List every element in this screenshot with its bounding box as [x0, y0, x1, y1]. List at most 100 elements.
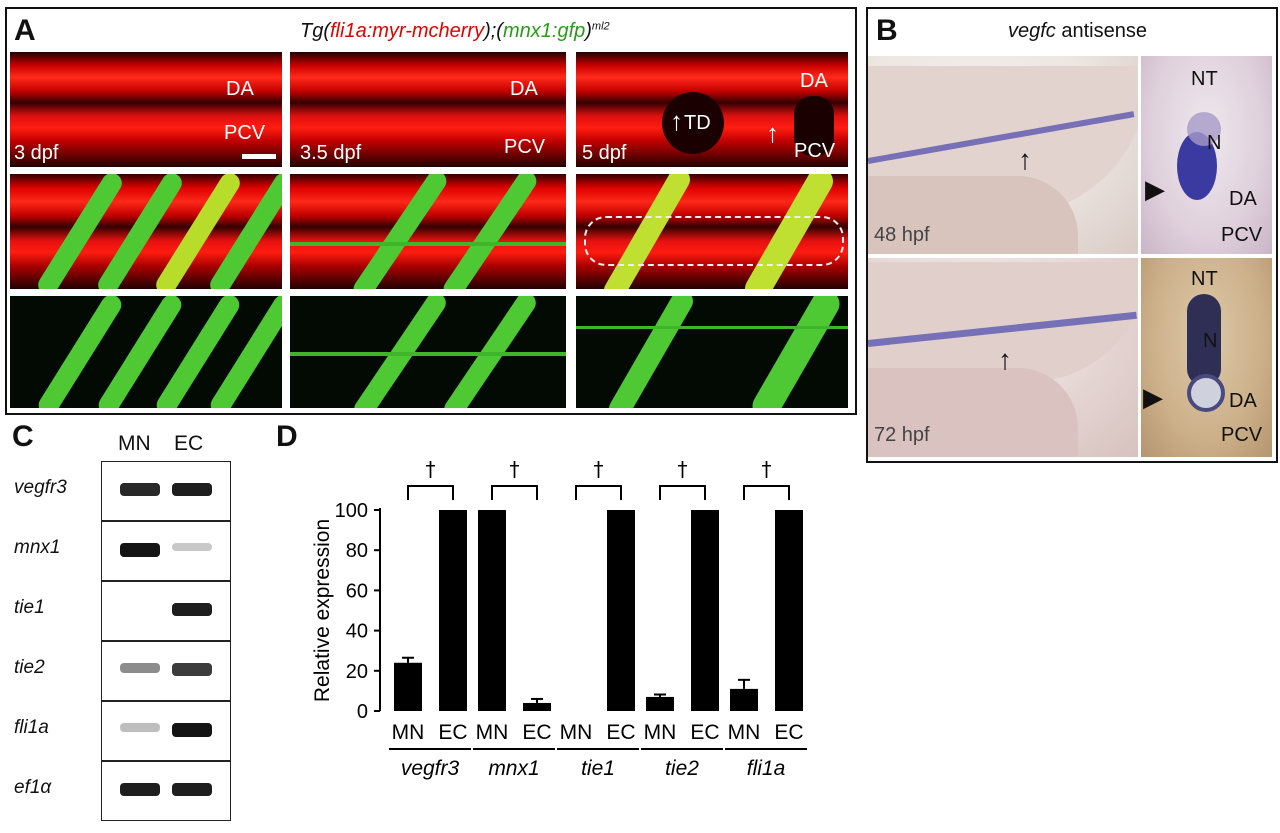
up-arrow-icon: ↑ [766, 118, 779, 148]
label-stage: 3 dpf [14, 142, 59, 164]
lane-label: MN [560, 721, 593, 744]
panel-a-label: A [14, 14, 36, 47]
td-lumen [662, 92, 724, 154]
yolk-extension [868, 368, 1078, 457]
ish-lateral-72hpf: ↑ 72 hpf [868, 258, 1138, 457]
gel-band [172, 663, 212, 676]
gene-label: tie1 [581, 757, 615, 780]
down-arrow-icon: ↑ [1018, 144, 1032, 175]
label-pcv: PCV [1221, 424, 1263, 446]
micrograph-red-3-5dpf: DA PCV 3.5 dpf [290, 52, 566, 167]
gel-gene-label: tie1 [14, 597, 45, 618]
significance-symbol: † [594, 457, 604, 481]
panel-a-title: Tg(fli1a:myr-mcherry);(mnx1:gfp)ml2 [300, 20, 610, 42]
gel-band [172, 483, 212, 497]
lane-label: EC [774, 721, 803, 744]
gel-band [172, 543, 212, 552]
title-green-part: mnx1:gfp [502, 20, 586, 42]
gel-band [120, 723, 160, 732]
y-tick-label: 40 [346, 621, 368, 643]
lane-label: MN [728, 721, 761, 744]
ish-lateral-48hpf: ↑ 48 hpf [868, 56, 1138, 254]
bar-mn-tie2 [646, 696, 674, 711]
bar-ec-tie1 [607, 510, 635, 711]
gel-band [120, 543, 160, 557]
bar-mn-vegfr3 [394, 662, 422, 711]
gene-label: fli1a [747, 757, 786, 780]
gel-band [120, 483, 160, 497]
notochord [1187, 294, 1221, 386]
motor-neuron-axon [439, 174, 541, 289]
label-pcv: PCV [224, 122, 266, 144]
label-nt: NT [1191, 268, 1218, 290]
gene-label: vegfr3 [401, 757, 460, 780]
micrograph-red-5dpf: DA TD ↑ ↑ PCV 5 dpf [576, 52, 848, 167]
gene-label: tie2 [665, 757, 699, 780]
panel-b-title: vegfc antisense [1008, 20, 1147, 42]
label-da: DA [1229, 390, 1257, 412]
significance-bracket [575, 485, 622, 500]
scale-bar [242, 154, 276, 159]
micrograph-green-3dpf [10, 296, 282, 408]
gel-image [101, 581, 231, 641]
lane-label: MN [476, 721, 509, 744]
panel-d-label: D [276, 420, 298, 453]
panel-c-label: C [12, 420, 34, 453]
motor-neuron-axon [747, 296, 845, 408]
label-n: N [1203, 330, 1218, 352]
significance-symbol: † [678, 457, 688, 481]
down-arrow-icon: ↑ [998, 344, 1012, 375]
notochord [1187, 112, 1221, 146]
vessel-outline [584, 216, 844, 266]
significance-symbol: † [426, 457, 436, 481]
motor-neuron-axon [604, 296, 698, 408]
significance-bracket [743, 485, 790, 500]
gel-band [120, 783, 160, 797]
y-tick-label: 60 [346, 580, 368, 602]
micrograph-merge-3-5dpf [290, 174, 566, 289]
y-tick-label: 20 [346, 661, 368, 683]
micrograph-green-3-5dpf [290, 296, 566, 408]
up-arrow-icon: ↑ [670, 106, 683, 136]
lane-label: EC [690, 721, 719, 744]
arrowhead-icon: ▶ [1145, 174, 1165, 204]
lane-label: EC [438, 721, 467, 744]
label-da: DA [226, 78, 254, 100]
gel-gene-label: vegfr3 [14, 477, 67, 498]
y-tick-label: 0 [357, 701, 368, 723]
gel-gene-label: mnx1 [14, 537, 61, 558]
bar-ec-tie2 [691, 510, 719, 711]
significance-bracket [491, 485, 538, 500]
lane-label-mn: MN [118, 432, 151, 455]
label-da: DA [1229, 188, 1257, 210]
dorsal-aorta [1187, 374, 1225, 412]
gel-band [172, 783, 212, 797]
gel-band [172, 603, 212, 617]
gene-label: mnx1 [488, 757, 539, 780]
gel-image [101, 701, 231, 761]
y-axis-label: Relative expression [311, 519, 334, 702]
bar-ec-fli1a [775, 510, 803, 711]
gel-band [172, 723, 212, 737]
gel-band [120, 663, 160, 674]
ish-section-72hpf: NT N ▶ DA PCV [1141, 258, 1272, 457]
title-red-part: fli1a:myr-mcherry [330, 20, 485, 42]
yolk-extension [868, 176, 1078, 254]
y-tick-label: 100 [335, 500, 368, 522]
ish-section-48hpf: NT N ▶ DA PCV [1141, 56, 1272, 254]
lane-label: EC [522, 721, 551, 744]
micrograph-red-3dpf: DA PCV 3 dpf [10, 52, 282, 167]
gel-gene-label: ef1α [14, 777, 52, 798]
bar-ec-vegfr3 [439, 510, 467, 711]
pcv-lumen [794, 96, 834, 156]
gel-image [101, 761, 231, 821]
lane-label-ec: EC [174, 432, 204, 455]
gel-gene-label: tie2 [14, 657, 45, 678]
gel-image [101, 521, 231, 581]
micrograph-merge-5dpf [576, 174, 848, 289]
significance-bracket [407, 485, 454, 500]
lane-label: MN [392, 721, 425, 744]
bar-ec-mnx1 [523, 702, 551, 711]
